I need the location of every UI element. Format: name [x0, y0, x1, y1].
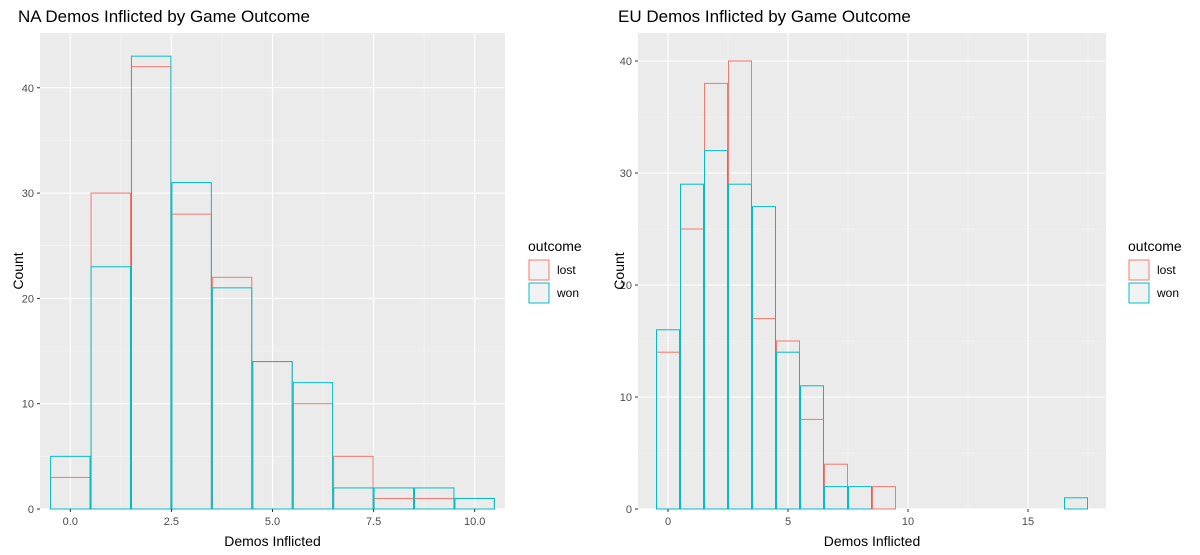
eu-legend-label-lost: lost — [1157, 263, 1176, 277]
eu-y-tick-label: 10 — [620, 392, 632, 404]
eu-y-tick-label: 0 — [626, 504, 632, 516]
eu-bar-won-7 — [824, 486, 848, 510]
na-x-axis-title: Demos Inflicted — [224, 533, 320, 549]
na-y-tick-label: 30 — [22, 188, 34, 200]
eu-chart-title: EU Demos Inflicted by Game Outcome — [618, 7, 911, 26]
eu-bar-won-6 — [800, 385, 824, 510]
eu-legend-key-won — [1128, 282, 1150, 304]
na-bar-won-9 — [414, 487, 455, 510]
eu-x-axis-title: Demos Inflicted — [824, 533, 920, 549]
na-legend-label-won: won — [556, 286, 579, 300]
na-y-tick-label: 0 — [28, 504, 34, 516]
na-x-tick-label: 2.5 — [164, 516, 179, 528]
eu-x-tick-label: 10 — [902, 516, 914, 528]
na-bar-won-6 — [292, 382, 334, 510]
na-legend-key-lost — [528, 259, 550, 281]
eu-bar-lost-9 — [872, 486, 896, 510]
eu-x-tick-label: 5 — [785, 516, 791, 528]
eu-bar-won-8 — [848, 486, 872, 510]
na-chart-title: NA Demos Inflicted by Game Outcome — [18, 7, 310, 26]
eu-legend-title: outcome — [1128, 238, 1182, 254]
eu-bar-won-4 — [752, 206, 776, 510]
eu-y-tick-label: 20 — [620, 280, 632, 292]
eu-legend-label-won: won — [1156, 286, 1179, 300]
na-x-tick-label: 0.0 — [63, 516, 78, 528]
na-bar-won-7 — [333, 487, 374, 510]
na-bar-won-3 — [171, 182, 212, 510]
na-y-tick-label: 20 — [22, 293, 34, 305]
na-x-tick-label: 5.0 — [265, 516, 280, 528]
na-y-axis-title: Count — [10, 252, 26, 289]
na-legend-label-lost: lost — [557, 263, 576, 277]
eu-plot-panel — [638, 33, 1106, 509]
eu-y-axis-title: Count — [611, 252, 627, 289]
na-bar-won-2 — [130, 55, 172, 510]
eu-bar-won-3 — [728, 183, 752, 510]
eu-bar-won-2 — [704, 150, 728, 510]
eu-y-tick-label: 30 — [620, 168, 632, 180]
eu-legend-key-lost — [1128, 259, 1150, 281]
na-bar-won-4 — [211, 287, 253, 510]
eu-bar-won-1 — [680, 183, 704, 510]
eu-bar-won-17 — [1064, 497, 1088, 510]
na-y-tick-label: 40 — [22, 83, 34, 95]
eu-x-tick-label: 15 — [1022, 516, 1034, 528]
eu-y-tick-label: 40 — [620, 56, 632, 68]
na-y-tick-label: 10 — [22, 399, 34, 411]
eu-x-tick-label: 0 — [665, 516, 671, 528]
na-legend-key-won — [528, 282, 550, 304]
na-bar-won-8 — [373, 487, 415, 510]
na-bar-won-1 — [90, 266, 131, 510]
na-x-tick-label: 7.5 — [366, 516, 381, 528]
na-x-tick-label: 10.0 — [464, 516, 485, 528]
na-legend-title: outcome — [528, 238, 582, 254]
